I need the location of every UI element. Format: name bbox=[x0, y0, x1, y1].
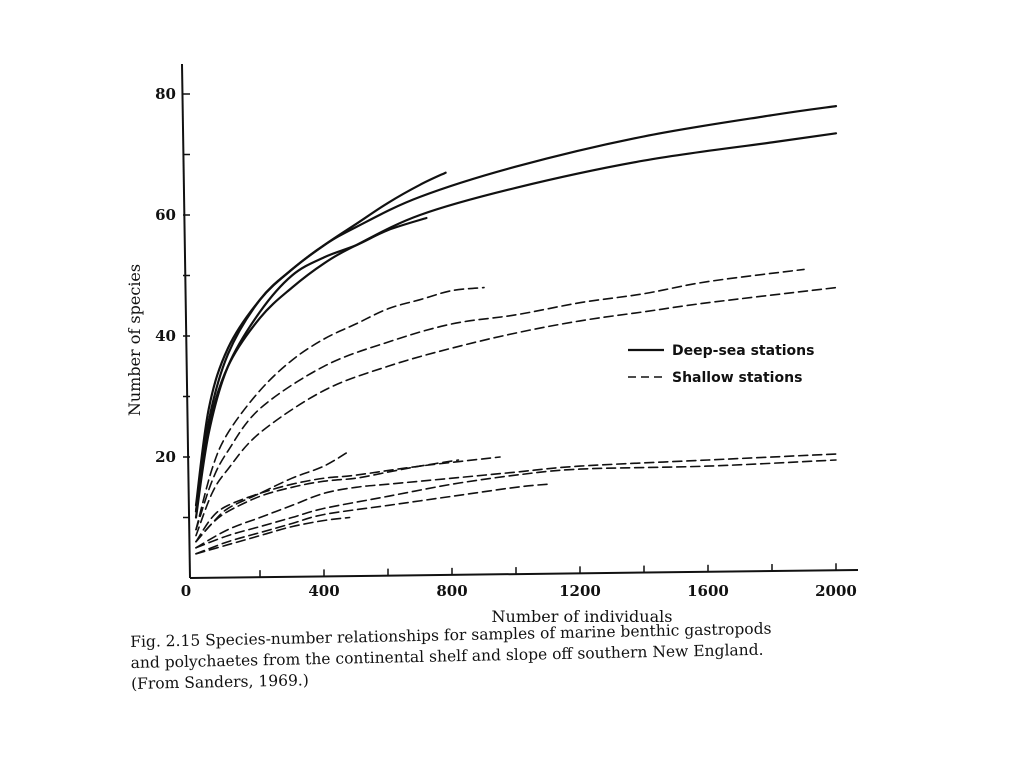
legend: Deep-sea stations Shallow stations bbox=[628, 343, 814, 386]
x-tick-label: 2000 bbox=[815, 582, 857, 600]
shallow-station-curve-10 bbox=[195, 456, 501, 543]
deep-sea-station-curve-2 bbox=[194, 132, 838, 513]
y-axis-title: Number of species bbox=[125, 264, 144, 416]
legend-label-shallow: Shallow stations bbox=[672, 370, 802, 386]
deep-sea-station-curve-3 bbox=[194, 171, 447, 513]
shallow-station-curve-9 bbox=[195, 459, 460, 543]
shallow-station-curve-7 bbox=[195, 286, 837, 537]
x-axis-line bbox=[189, 569, 859, 579]
y-axis-line bbox=[181, 63, 191, 579]
shallow-station-curve-6 bbox=[195, 268, 805, 531]
chart-axes bbox=[181, 63, 859, 579]
shallow-station-curve-8 bbox=[195, 450, 351, 543]
y-tick-label: 60 bbox=[155, 206, 176, 224]
shallow-station-curve-14 bbox=[195, 516, 351, 555]
x-tick-label: 400 bbox=[308, 582, 339, 600]
y-tick-label: 80 bbox=[155, 85, 176, 103]
x-tick-label: 1200 bbox=[559, 582, 601, 600]
shallow-station-curve-13 bbox=[195, 483, 549, 555]
x-axis-title: Number of individuals bbox=[492, 607, 673, 626]
shallow-station-curve-11 bbox=[195, 453, 837, 549]
shallow-station-curve-12 bbox=[195, 459, 837, 549]
series-layer bbox=[194, 105, 838, 555]
deep-sea-station-curve-1 bbox=[194, 105, 838, 507]
x-tick-label: 800 bbox=[436, 582, 467, 600]
y-tick-label: 20 bbox=[155, 448, 176, 466]
y-tick-label: 40 bbox=[155, 327, 176, 345]
x-tick-label: 1600 bbox=[687, 582, 729, 600]
legend-label-deep-sea: Deep-sea stations bbox=[672, 343, 814, 359]
x-tick-label: 0 bbox=[181, 582, 191, 600]
deep-sea-station-curve-4 bbox=[194, 216, 428, 519]
shallow-station-curve-5 bbox=[195, 286, 485, 531]
